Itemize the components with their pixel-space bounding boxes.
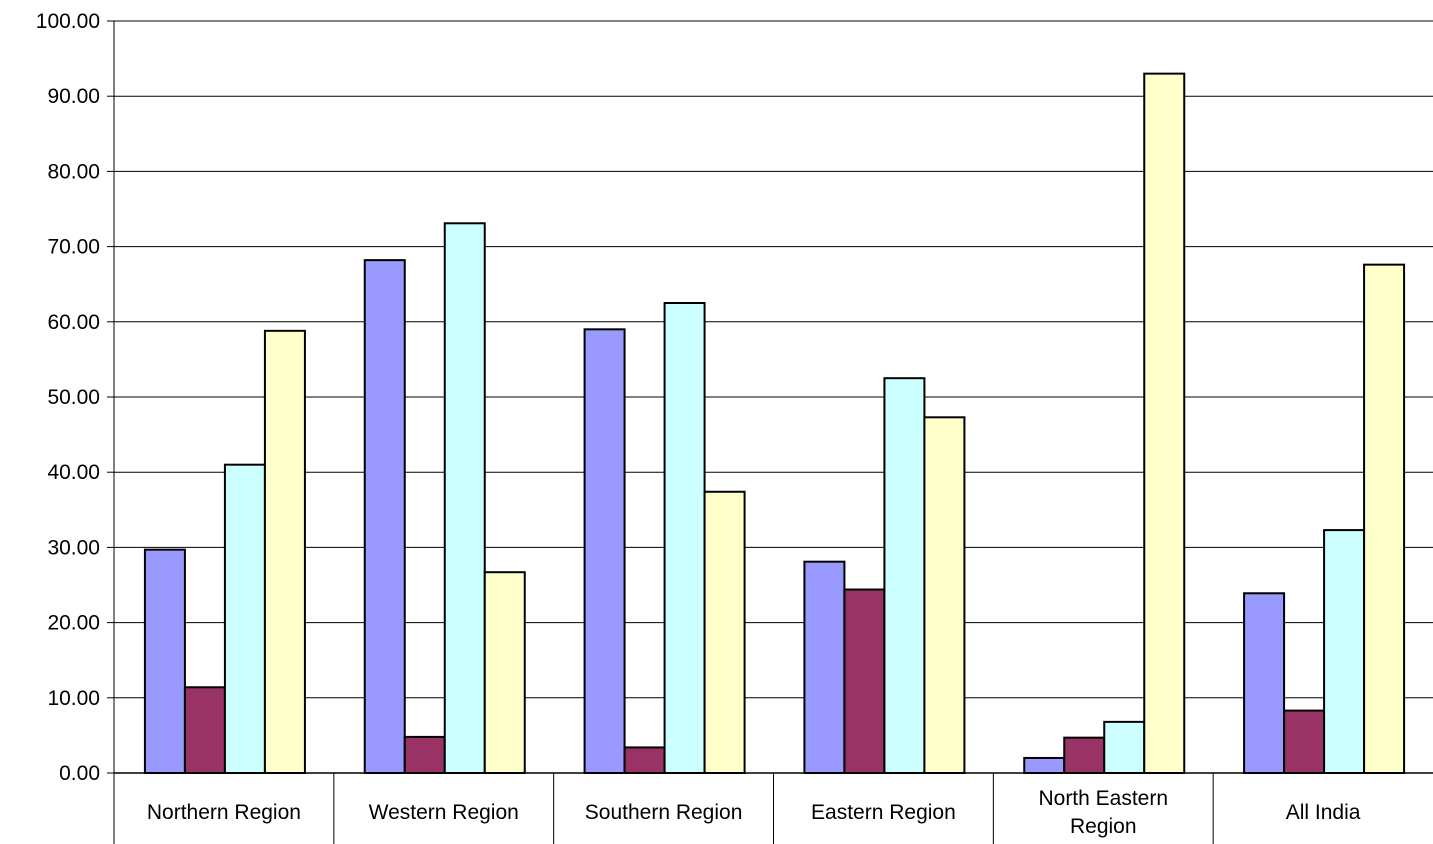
bar bbox=[1143, 72, 1186, 774]
bar bbox=[803, 560, 846, 774]
category-label: Southern Region bbox=[585, 801, 743, 824]
category-label: All India bbox=[1286, 801, 1361, 824]
y-tick-label: 20.00 bbox=[47, 612, 100, 635]
y-tick-label: 30.00 bbox=[47, 536, 100, 559]
category-label: North Eastern bbox=[1038, 787, 1168, 810]
bar bbox=[223, 463, 266, 774]
y-tick-label: 70.00 bbox=[47, 236, 100, 259]
bar bbox=[1023, 756, 1066, 775]
bar bbox=[263, 329, 306, 774]
y-tick-label: 80.00 bbox=[47, 160, 100, 183]
gridlines bbox=[114, 20, 1433, 699]
bar bbox=[663, 302, 706, 774]
bar bbox=[1283, 709, 1326, 774]
bar bbox=[623, 746, 666, 775]
bar bbox=[703, 490, 746, 774]
bar bbox=[923, 416, 966, 774]
y-tick-label: 50.00 bbox=[47, 386, 100, 409]
y-tick-label: 40.00 bbox=[47, 461, 100, 484]
bar bbox=[443, 222, 486, 774]
category-label: Northern Region bbox=[147, 801, 301, 824]
category-label: Western Region bbox=[369, 801, 519, 824]
bar bbox=[883, 377, 926, 774]
bar bbox=[183, 686, 226, 774]
y-tick-label: 10.00 bbox=[47, 687, 100, 710]
bar bbox=[363, 259, 406, 774]
bar bbox=[143, 548, 186, 774]
bar bbox=[1243, 592, 1286, 774]
y-tick-label: 0.00 bbox=[59, 762, 100, 785]
y-axis-ticks: 0.00 10.00 20.00 30.00 40.00 50.00 60.00 70.00 8… bbox=[36, 10, 114, 785]
y-tick-label: 60.00 bbox=[47, 311, 100, 334]
bar bbox=[583, 328, 626, 774]
bar bbox=[1063, 736, 1106, 775]
category-label: Region bbox=[1070, 815, 1137, 838]
bars bbox=[143, 72, 1406, 775]
bar bbox=[403, 735, 446, 774]
y-tick-label: 100.00 bbox=[36, 10, 100, 33]
bar bbox=[1323, 529, 1366, 774]
bar bbox=[1103, 720, 1146, 775]
x-axis-categories: Northern Region Western Region Southern Re… bbox=[147, 773, 1361, 844]
y-tick-label: 90.00 bbox=[47, 85, 100, 108]
bar bbox=[1363, 263, 1406, 774]
bar bbox=[843, 588, 886, 775]
axes bbox=[113, 21, 1433, 844]
category-label: Eastern Region bbox=[811, 801, 956, 824]
bar bbox=[483, 571, 526, 774]
